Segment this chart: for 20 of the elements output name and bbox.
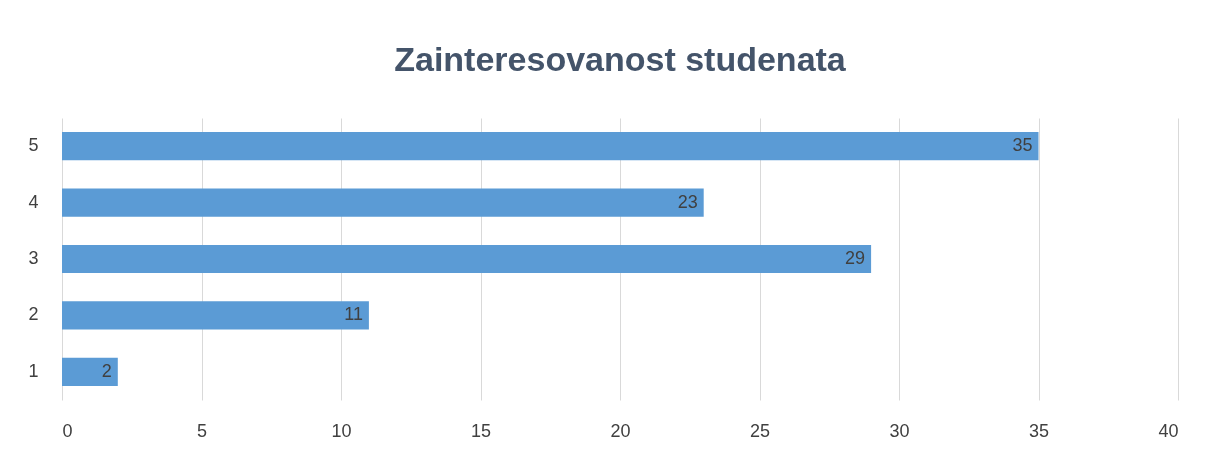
x-tick-label: 15 [470,420,492,441]
y-tick-label: 1 [28,360,39,381]
data-label: 2 [101,360,112,381]
y-tick-label: 4 [28,191,39,212]
x-tick-label: 30 [889,420,910,441]
x-tick-label: 10 [331,420,352,441]
data-label: 23 [677,191,698,212]
data-label: 11 [344,304,363,325]
x-tick-label: 25 [749,420,771,441]
chart-title: Zainteresovanost studenata [394,40,847,78]
x-tick-label: 5 [196,420,208,441]
y-tick-label: 2 [28,304,39,325]
x-tick-label: 40 [1158,420,1179,441]
x-tick-label: 20 [610,420,631,441]
x-tick-label: 35 [1028,420,1050,441]
y-tick-label: 3 [28,248,39,268]
data-label: 35 [1012,135,1033,156]
data-label: 29 [845,248,866,268]
x-tick-label: 0 [62,420,73,441]
y-tick-label: 5 [28,135,39,156]
